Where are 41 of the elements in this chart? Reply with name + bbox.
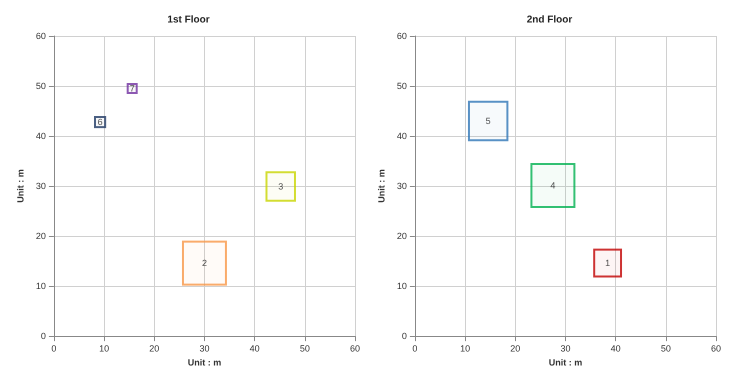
series-label: 4 <box>550 180 556 191</box>
x-tick-label: 30 <box>560 344 570 354</box>
x-tick-label: 60 <box>710 344 722 354</box>
x-axis-title: Unit : m <box>548 358 582 368</box>
x-tick-label: 50 <box>660 344 671 354</box>
x-tick-label: 0 <box>412 344 418 354</box>
x-tick-label: 10 <box>460 344 470 354</box>
x-tick-label: 30 <box>199 344 210 354</box>
series-label: 7 <box>130 84 135 94</box>
x-axis-title: Unit : m <box>188 358 222 368</box>
chart-title: 2nd Floor <box>526 14 572 26</box>
y-tick-label: 10 <box>396 281 407 292</box>
y-axis-title: Unit : m <box>16 169 26 203</box>
y-tick-label: 40 <box>36 131 46 142</box>
chart-title: 1st Floor <box>167 14 210 26</box>
series-label: 1 <box>605 258 610 268</box>
x-tick-label: 0 <box>51 344 56 354</box>
x-tick-label: 20 <box>149 344 160 354</box>
y-tick-label: 10 <box>36 281 46 292</box>
y-axis-title: Unit : m <box>376 169 386 203</box>
y-tick-label: 0 <box>40 331 46 342</box>
y-tick-label: 50 <box>36 81 46 92</box>
y-tick-label: 60 <box>396 31 407 41</box>
y-tick-label: 0 <box>402 331 407 342</box>
y-tick-label: 60 <box>36 31 46 41</box>
x-tick-label: 40 <box>250 344 260 354</box>
y-tick-label: 30 <box>396 181 407 192</box>
series-label: 6 <box>98 117 103 128</box>
x-tick-label: 60 <box>350 344 360 354</box>
x-tick-label: 50 <box>300 344 310 354</box>
x-tick-label: 20 <box>510 344 520 354</box>
y-tick-label: 40 <box>396 131 407 142</box>
series-label: 3 <box>278 182 284 192</box>
y-tick-label: 30 <box>36 181 46 192</box>
y-tick-label: 50 <box>396 81 407 92</box>
y-tick-label: 20 <box>396 231 407 242</box>
x-tick-label: 10 <box>99 344 110 354</box>
y-tick-label: 20 <box>36 231 46 242</box>
series-label: 2 <box>202 258 207 268</box>
x-tick-label: 40 <box>610 344 621 354</box>
series-label: 5 <box>486 116 491 126</box>
